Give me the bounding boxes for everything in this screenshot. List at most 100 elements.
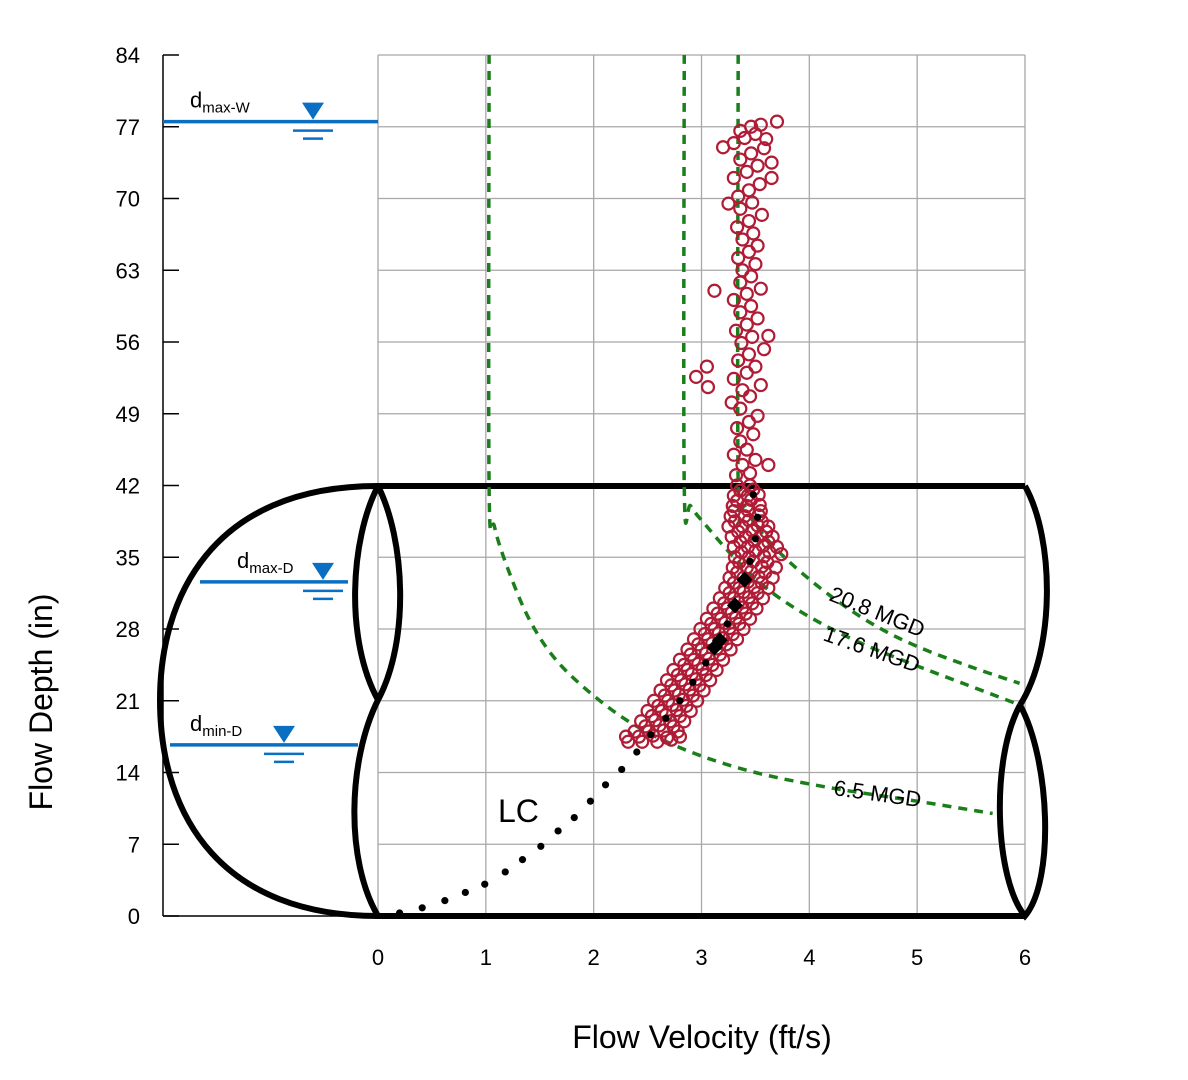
- observed-point: [761, 457, 776, 473]
- labels: 20.8 MGD 17.6 MGD 6.5 MGD LC Flow Veloci…: [23, 581, 928, 1055]
- x-tick-label: 3: [695, 945, 707, 970]
- observed-point: [753, 377, 768, 393]
- y-tick-label: 84: [116, 43, 140, 68]
- water-level-symbol: d: [190, 711, 202, 736]
- flow-curve: [735, 54, 1021, 685]
- y-tick-label: 56: [116, 330, 140, 355]
- y-tick-label: 7: [128, 832, 140, 857]
- observed-point: [729, 421, 745, 436]
- water-level-symbol: d: [190, 88, 202, 113]
- water-level-subscript: max-D: [249, 560, 293, 577]
- observed-point: [731, 353, 746, 368]
- lc-label: LC: [498, 793, 539, 829]
- lc-point: [647, 730, 655, 739]
- observed-point: [750, 158, 765, 173]
- water-level-subscript: max-W: [202, 100, 250, 117]
- pipe-drawing: [156, 483, 1050, 921]
- water-level-symbol: d: [237, 548, 249, 573]
- y-tick-label: 63: [116, 258, 140, 283]
- observed-point: [731, 250, 746, 266]
- pipe-left-outer-arc: [156, 483, 379, 919]
- lc-point: [461, 888, 469, 897]
- water-level-label-dmin-d: dmin-D: [190, 711, 242, 740]
- y-tick-label: 77: [116, 115, 140, 140]
- observed-point: [726, 447, 741, 462]
- observed-point: [761, 328, 776, 343]
- observed-point: [735, 232, 750, 247]
- lc-point: [751, 535, 760, 543]
- observed-point: [733, 201, 748, 216]
- observed-point: [672, 729, 688, 744]
- observed-point: [769, 114, 785, 129]
- water-level-label-dmax-w: dmax-W: [190, 88, 251, 117]
- y-tick-label: 35: [116, 545, 140, 570]
- lc-point: [554, 827, 562, 835]
- diamond-points: [706, 571, 753, 656]
- observed-point: [726, 292, 741, 308]
- observed-point: [741, 414, 757, 430]
- lc-point: [618, 765, 626, 774]
- observed-point: [756, 141, 772, 156]
- water-level-label-dmax-d: dmax-D: [237, 548, 294, 577]
- lc-point: [676, 697, 684, 705]
- observed-point: [741, 183, 757, 198]
- lc-point: [633, 748, 641, 756]
- observed-point: [746, 226, 761, 241]
- flow-curve: [682, 54, 1021, 707]
- lc-point: [481, 880, 489, 888]
- curve-label-6-5: 6.5 MGD: [832, 775, 923, 812]
- observed-point: [733, 305, 748, 320]
- observed-point: [728, 468, 744, 483]
- observed-point: [750, 311, 765, 326]
- x-tick-label: 5: [911, 945, 923, 970]
- observed-point: [726, 371, 741, 386]
- observed-point: [753, 117, 768, 132]
- lc-point: [753, 513, 762, 521]
- observed-point: [700, 380, 716, 395]
- observed-point: [741, 347, 757, 362]
- lc-point: [689, 678, 697, 686]
- water-level-icon: [302, 102, 324, 120]
- observed-point: [728, 323, 744, 338]
- x-axis-title: Flow Velocity (ft/s): [572, 1019, 832, 1055]
- water-level-icon: [312, 562, 334, 580]
- lc-point: [601, 781, 610, 789]
- observed-point: [746, 427, 761, 442]
- observed-point: [754, 207, 769, 222]
- lc-point: [501, 868, 509, 876]
- diamond-point: [736, 571, 753, 588]
- lc-point: [518, 856, 527, 864]
- observed-point: [748, 359, 763, 374]
- pipe-left-end: [351, 484, 404, 918]
- observed-point: [764, 155, 779, 170]
- observed-point: [750, 238, 765, 253]
- observed-point: [699, 359, 714, 374]
- observed-point: [739, 365, 754, 380]
- observed-point: [745, 329, 760, 344]
- lc-point: [749, 491, 757, 499]
- observed-point: [753, 281, 768, 296]
- lc-point: [418, 904, 426, 912]
- x-tick-label: 6: [1019, 945, 1031, 970]
- observed-point: [744, 299, 759, 314]
- observed-point: [739, 442, 754, 457]
- observed-point: [742, 466, 758, 481]
- x-tick-label: 0: [372, 945, 384, 970]
- y-tick-label: 49: [116, 402, 140, 427]
- y-tick-label: 21: [116, 689, 140, 714]
- water-level-subscript: min-D: [202, 723, 242, 740]
- lc-point: [702, 659, 710, 667]
- y-tick-label: 42: [116, 474, 140, 499]
- observed-points: [618, 114, 789, 749]
- observed-point: [739, 164, 754, 179]
- observed-point: [731, 189, 746, 204]
- water-level-icon: [273, 725, 295, 743]
- observed-point: [759, 131, 774, 147]
- observed-point: [739, 286, 754, 301]
- observed-point: [756, 342, 772, 357]
- lc-point: [723, 620, 731, 628]
- observed-point: [618, 729, 634, 744]
- lc-point: [586, 797, 595, 805]
